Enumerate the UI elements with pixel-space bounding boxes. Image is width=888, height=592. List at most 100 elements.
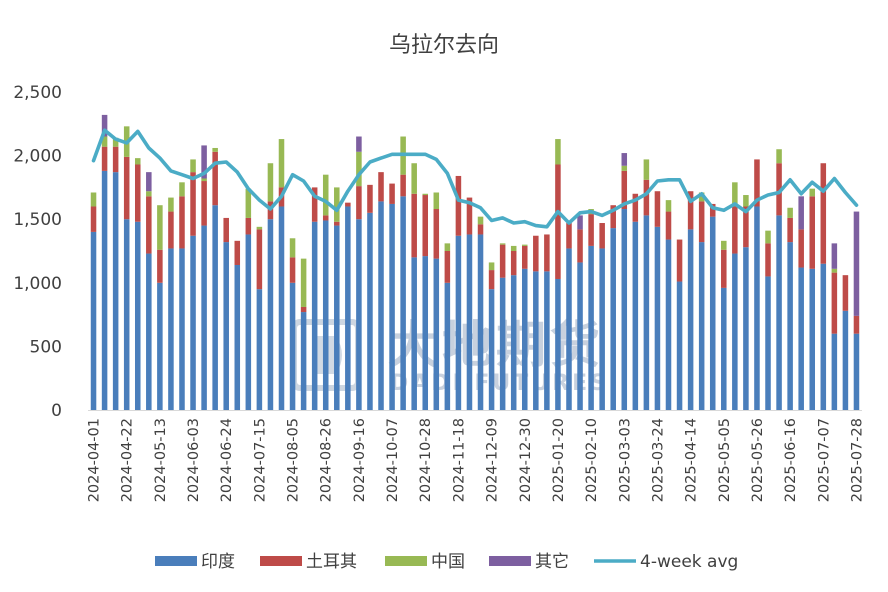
bar-segment (709, 216, 716, 410)
bar-segment (334, 187, 340, 222)
x-tick-label: 2024-10-07 (385, 418, 401, 502)
bar-segment (831, 272, 838, 334)
bar-segment (356, 186, 362, 220)
bar-segment (190, 159, 196, 173)
bar-segment (555, 278, 561, 410)
x-tick-label: 2025-05-05 (717, 418, 733, 502)
bar-segment (599, 223, 605, 249)
bar-segment (643, 179, 650, 216)
bar-segment (831, 243, 838, 269)
bar-segment (134, 221, 141, 410)
bar-segment (433, 209, 440, 259)
bar-segment (510, 251, 517, 276)
bar-segment (721, 249, 727, 288)
legend: 印度 土耳其 中国 其它 4-week avg (155, 552, 738, 572)
bar-segment (179, 196, 185, 249)
x-tick-label: 2025-07-28 (849, 418, 865, 502)
bar-segment (643, 215, 650, 410)
bar-segment (112, 172, 119, 410)
bar-segment (555, 139, 561, 165)
bar-segment (521, 245, 528, 269)
bar-segment (168, 197, 174, 212)
bar-segment (544, 234, 550, 272)
bar-segment (201, 145, 207, 179)
bar-segment (820, 163, 827, 264)
x-tick-label: 2025-04-14 (684, 418, 700, 502)
x-tick-label: 2025-02-10 (584, 418, 600, 502)
bar-segment (422, 195, 429, 257)
bar-segment (544, 271, 550, 410)
bar-segment (411, 193, 417, 258)
bar-segment (322, 220, 329, 410)
legend-swatch (489, 556, 531, 566)
bar-segment (300, 306, 307, 313)
bar-segment (521, 244, 528, 246)
bar-segment (765, 276, 771, 410)
chart-title: 乌拉尔去向 (389, 33, 499, 58)
bar-segment (190, 172, 196, 236)
bar-segment (621, 209, 628, 410)
bar-segment (90, 192, 97, 207)
bar-segment (146, 172, 152, 192)
bar-segment (356, 151, 362, 187)
bar-segment (223, 242, 229, 410)
bar-segment (146, 196, 152, 254)
bar-segment (212, 147, 218, 152)
bar-segment (234, 240, 241, 265)
x-tick-label: 2024-08-05 (286, 418, 302, 502)
bar-segment (732, 182, 738, 207)
bar-segment (378, 201, 384, 410)
bar-segment (422, 256, 429, 410)
legend-label: 其它 (535, 552, 569, 572)
bar-segment (157, 205, 163, 250)
x-tick-label: 2024-12-09 (485, 418, 501, 502)
bar-segment (289, 282, 296, 410)
bar-segment (566, 223, 572, 249)
bar-segment (367, 212, 373, 410)
bar-segment (378, 172, 384, 202)
x-tick-label: 2024-05-13 (153, 418, 169, 502)
x-tick-label: 2024-04-01 (87, 418, 103, 502)
bar-segment (610, 205, 616, 229)
bar-segment (809, 188, 816, 197)
bar-segment (676, 281, 683, 410)
bar-segment (566, 248, 572, 410)
bar-segment (101, 136, 108, 147)
bar-segment (212, 151, 218, 206)
bar-segment (721, 287, 727, 410)
bar-segment (853, 333, 860, 410)
bar-segment (665, 200, 672, 212)
bar-segment (334, 221, 340, 226)
bar-segment (168, 248, 174, 410)
bar-segment (809, 196, 816, 269)
bar-segment (610, 228, 616, 410)
x-tick-label: 2024-04-22 (120, 418, 136, 502)
bar-segment (754, 206, 760, 410)
bar-segment (146, 191, 152, 197)
bar-segment (356, 136, 362, 152)
bar-segment (643, 159, 650, 180)
bar-segment (676, 239, 683, 282)
bar-segment (577, 229, 583, 263)
bar-segment (101, 170, 108, 410)
bar-segment (698, 201, 705, 243)
bar-segment (123, 156, 130, 220)
bar-segment (300, 312, 307, 410)
bar-segment (577, 215, 583, 230)
bar-segment (499, 277, 506, 410)
bar-segment (256, 226, 263, 230)
x-tick-label: 2025-03-03 (617, 418, 633, 502)
bar-segment (356, 219, 362, 410)
bar-segment (267, 163, 274, 202)
legend-label: 4-week avg (640, 552, 738, 572)
bar-segment (853, 211, 860, 316)
avg-line (91, 128, 859, 229)
bar-segment (112, 146, 119, 173)
bar-segment (278, 206, 285, 410)
bar-segment (798, 267, 804, 410)
x-tick-label: 2025-03-24 (650, 418, 666, 502)
y-tick-label: 1,500 (13, 210, 62, 230)
bar-segment (278, 139, 285, 188)
x-tick-label: 2024-10-28 (418, 418, 434, 502)
bar-segment (687, 191, 694, 230)
